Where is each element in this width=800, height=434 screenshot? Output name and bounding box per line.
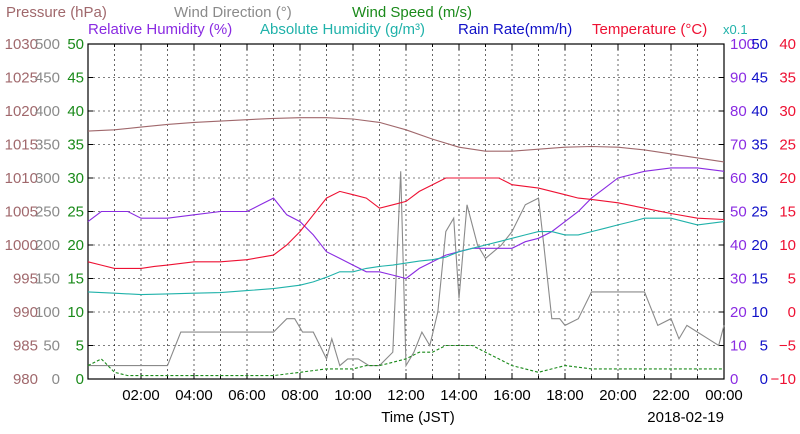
y-tick-label: 1025 — [5, 70, 38, 87]
y-tick-label: 60 — [730, 170, 747, 187]
y-tick-label: 35 — [779, 70, 796, 87]
y-tick-label: 300 — [35, 170, 60, 187]
x-axis: 02:00 04:00 06:00 08:00 10:00 12:00 14:00 16:00… — [122, 387, 743, 404]
x-tick-label: 14:00 — [440, 387, 478, 404]
legend-multiplier: x0.1 — [723, 22, 748, 37]
series-wind-speed-m-s — [87, 344, 724, 377]
x-tick-label: 10:00 — [334, 387, 372, 404]
grid — [87, 43, 725, 380]
y-tick-label: 45 — [67, 70, 84, 87]
y-tick-label: 15 — [751, 271, 768, 288]
series-temperature-c — [87, 177, 725, 269]
y-tick-label: 90 — [730, 70, 747, 87]
y-tick-label: 100 — [730, 36, 755, 53]
y-tick-label: 35 — [751, 137, 768, 154]
y-tick-label: 0 — [760, 371, 768, 388]
y-tick-label: 70 — [730, 137, 747, 154]
y-tick-label: 980 — [13, 371, 38, 388]
y-tick-label: 50 — [730, 204, 747, 221]
y-tick-label: 1010 — [5, 170, 38, 187]
legend-wind-direction: Wind Direction (°) — [174, 4, 292, 21]
x-tick-label: 12:00 — [387, 387, 425, 404]
legend-wind-speed: Wind Speed (m/s) — [352, 4, 472, 21]
legend-relative-humidity: Relative Humidity (%) — [88, 21, 232, 38]
y-tick-label: −10 — [771, 371, 796, 388]
y-tick-label: 400 — [35, 103, 60, 120]
y-tick-label: 30 — [730, 271, 747, 288]
y-tick-label: 20 — [779, 170, 796, 187]
y-tick-label: 30 — [779, 103, 796, 120]
y-tick-label: 0 — [76, 371, 84, 388]
y-tick-label: 80 — [730, 103, 747, 120]
y-tick-label: 10 — [730, 338, 747, 355]
y-tick-label: 1015 — [5, 137, 38, 154]
y-tick-label: 20 — [751, 237, 768, 254]
y-tick-label: 45 — [751, 70, 768, 87]
y-tick-label: 350 — [35, 137, 60, 154]
y-tick-label: 15 — [779, 204, 796, 221]
y-tick-label: 10 — [751, 304, 768, 321]
y-tick-label: 40 — [751, 103, 768, 120]
y-tick-label: 50 — [751, 36, 768, 53]
y-tick-label: 250 — [35, 204, 60, 221]
y-tick-label: 40 — [779, 36, 796, 53]
legend-temperature: Temperature (°C) — [592, 21, 707, 38]
y-tick-label: 100 — [35, 304, 60, 321]
x-axis-label: Time (JST) — [381, 409, 455, 426]
y-tick-label: 5 — [760, 338, 768, 355]
y-tick-label: 995 — [13, 271, 38, 288]
y-tick-label: 10 — [779, 237, 796, 254]
y-tick-label: 150 — [35, 271, 60, 288]
x-tick-label: 06:00 — [228, 387, 266, 404]
y-tick-label: 25 — [779, 137, 796, 154]
y-tick-label: 450 — [35, 70, 60, 87]
series-lines — [87, 117, 725, 377]
y-tick-label: 200 — [35, 237, 60, 254]
y-tick-label: 50 — [43, 338, 60, 355]
y-tick-label: 40 — [730, 237, 747, 254]
legend-absolute-humidity: Absolute Humidity (g/m³) — [260, 21, 425, 38]
x-tick-label: 22:00 — [652, 387, 690, 404]
series-pressure-hpa — [87, 117, 725, 163]
series-absolute-humidity-g-m — [87, 217, 725, 296]
y-tick-label: 1005 — [5, 204, 38, 221]
y-tick-label: 1000 — [5, 237, 38, 254]
x-tick-label: 18:00 — [546, 387, 584, 404]
series-wind-direction — [88, 171, 725, 368]
legend-rain-rate: Rain Rate(mm/h) — [458, 21, 572, 38]
y-tick-label: 985 — [13, 338, 38, 355]
y-tick-label: 5 — [76, 338, 84, 355]
legend-pressure: Pressure (hPa) — [6, 4, 107, 21]
y-tick-label: 1030 — [5, 36, 38, 53]
y-tick-label: 0 — [730, 371, 738, 388]
y-tick-label: 30 — [67, 170, 84, 187]
y-tick-label: 0 — [52, 371, 60, 388]
y-axes: 1030102510201015101010051000995990985980… — [5, 36, 796, 388]
x-tick-label: 04:00 — [175, 387, 213, 404]
y-tick-label: 0 — [788, 304, 796, 321]
y-tick-label: 25 — [751, 204, 768, 221]
y-tick-label: −5 — [779, 338, 796, 355]
y-tick-label: 1020 — [5, 103, 38, 120]
y-tick-label: 40 — [67, 103, 84, 120]
y-tick-label: 50 — [67, 36, 84, 53]
y-tick-label: 5 — [788, 271, 796, 288]
y-tick-label: 25 — [67, 204, 84, 221]
y-tick-label: 990 — [13, 304, 38, 321]
x-tick-label: 02:00 — [122, 387, 160, 404]
x-tick-label: 16:00 — [493, 387, 531, 404]
series-relative-humidity — [87, 167, 725, 280]
y-tick-label: 20 — [67, 237, 84, 254]
x-tick-label: 00:00 — [705, 387, 743, 404]
y-tick-label: 500 — [35, 36, 60, 53]
y-tick-label: 35 — [67, 137, 84, 154]
x-tick-label: 08:00 — [281, 387, 319, 404]
y-tick-label: 20 — [730, 304, 747, 321]
y-tick-label: 15 — [67, 271, 84, 288]
x-tick-label: 20:00 — [599, 387, 637, 404]
date-label: 2018-02-19 — [647, 409, 724, 426]
y-tick-label: 30 — [751, 170, 768, 187]
y-tick-label: 10 — [67, 304, 84, 321]
